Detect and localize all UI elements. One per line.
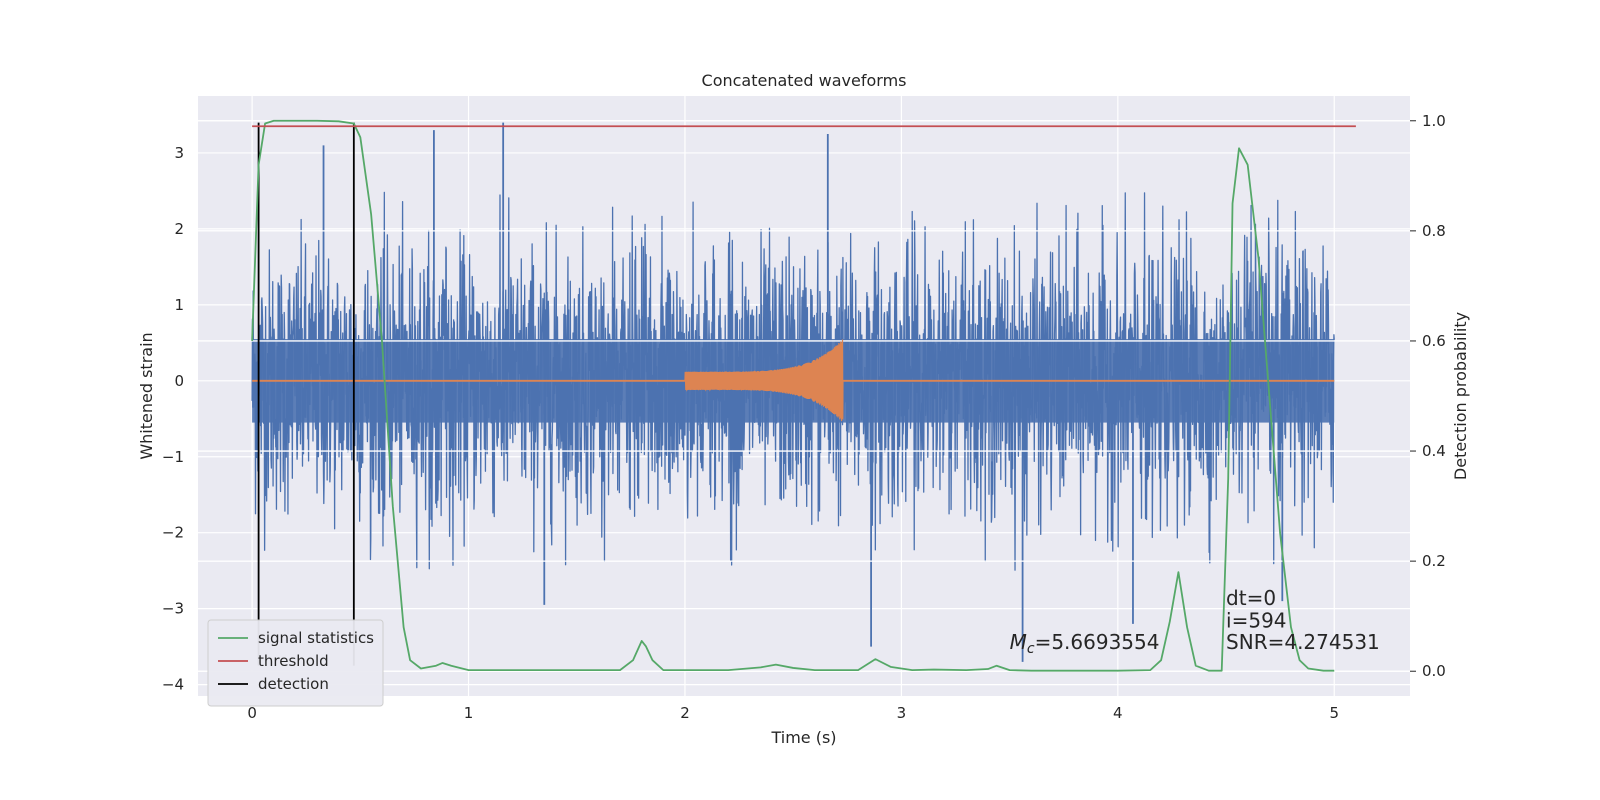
annotation-text: Mc=5.6693554	[1010, 630, 1160, 657]
x-tick-label: 0	[247, 704, 257, 722]
right-axis-grid	[198, 120, 1410, 672]
legend: signal statistics threshold detection	[207, 619, 384, 707]
y-tick-label: 3	[174, 144, 184, 162]
y-tick-label: −4	[162, 676, 184, 694]
x-tick-label: 5	[1329, 704, 1339, 722]
legend-label: signal statistics	[258, 629, 374, 647]
x-axis-label: Time (s)	[770, 728, 836, 747]
chirp-series	[252, 339, 1335, 422]
y2-tick-label: 0.0	[1422, 662, 1446, 680]
x-tick-label: 4	[1113, 704, 1123, 722]
x-tick-label: 2	[680, 704, 690, 722]
legend-box	[207, 619, 384, 707]
y2-tick-label: 0.2	[1422, 552, 1446, 570]
annotation-subscript: c	[1027, 641, 1035, 657]
y-axis-label: Whitened strain	[137, 332, 156, 459]
legend-label: threshold	[258, 652, 329, 670]
annotation-text: SNR=4.274531	[1226, 630, 1380, 654]
chart-title: Concatenated waveforms	[702, 71, 907, 90]
y-tick-label: 2	[174, 220, 184, 238]
y2-tick-label: 0.6	[1422, 332, 1446, 350]
axis-ticks: 0 1 2 3 4 5 −4 −3 −2 −1 0 1 2 3 0.0 0.2 0.4 0.6 0.8 1.0	[162, 112, 1446, 722]
y-tick-label: −1	[162, 448, 184, 466]
annotation-text: i=594	[1226, 609, 1287, 633]
x-tick-label: 3	[897, 704, 907, 722]
y-tick-label: 0	[174, 372, 184, 390]
legend-label: detection	[258, 675, 329, 693]
annotation-symbol: M	[1010, 630, 1027, 654]
y-tick-label: 1	[174, 296, 184, 314]
x-tick-label: 1	[464, 704, 474, 722]
detection-lines	[257, 122, 355, 666]
chirp-line	[684, 339, 844, 422]
y2-tick-label: 0.4	[1422, 442, 1446, 460]
probability-series	[251, 119, 1356, 672]
y2-tick-label: 0.8	[1422, 222, 1446, 240]
y2-tick-label: 1.0	[1422, 112, 1446, 130]
y-tick-label: −2	[162, 524, 184, 542]
signal-statistics-line	[251, 119, 1335, 672]
annotation-value: =5.6693554	[1035, 630, 1160, 654]
annotation-text: dt=0	[1226, 586, 1276, 610]
y-tick-label: −3	[162, 600, 184, 618]
y2-axis-label: Detection probability	[1451, 312, 1470, 480]
